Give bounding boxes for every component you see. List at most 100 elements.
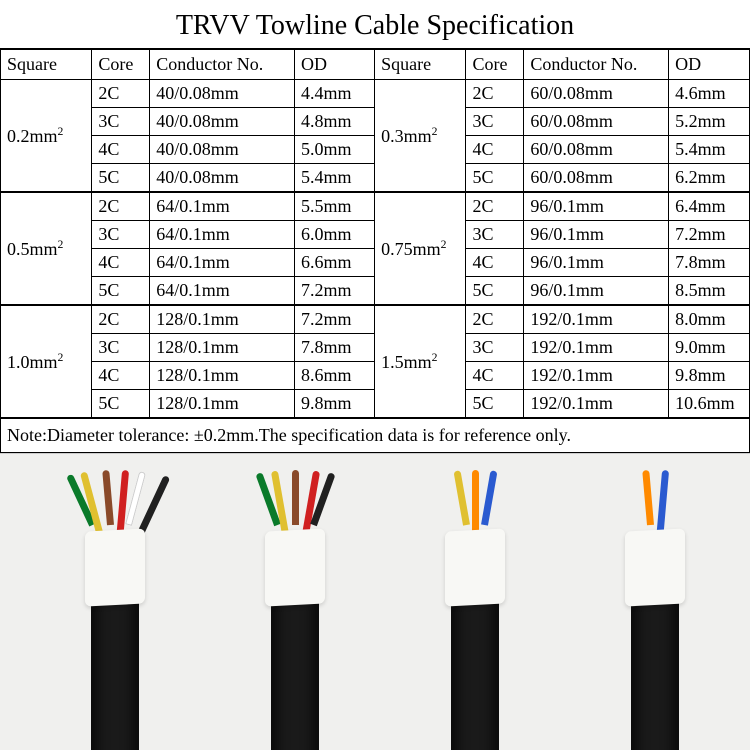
cell-square: 0.5mm2: [1, 192, 92, 305]
cell-cond: 60/0.08mm: [524, 80, 669, 108]
cell-od: 8.5mm: [669, 277, 750, 306]
cell-cond: 192/0.1mm: [524, 305, 669, 334]
header-row: Square Core Conductor No. OD Square Core…: [1, 50, 750, 80]
cell-cond: 96/0.1mm: [524, 249, 669, 277]
cell-core: 5C: [92, 390, 150, 419]
cable-illustration: [430, 470, 520, 750]
cell-od: 6.2mm: [669, 164, 750, 193]
cell-cond: 40/0.08mm: [150, 136, 295, 164]
cell-core: 5C: [466, 277, 524, 306]
cell-core: 5C: [466, 390, 524, 419]
cell-core: 4C: [466, 362, 524, 390]
cell-cond: 40/0.08mm: [150, 108, 295, 136]
spec-table: Square Core Conductor No. OD Square Core…: [0, 49, 750, 453]
cell-od: 4.8mm: [294, 108, 374, 136]
cell-od: 8.0mm: [669, 305, 750, 334]
wire: [453, 470, 469, 525]
cell-od: 7.8mm: [294, 334, 374, 362]
cell-core: 2C: [466, 80, 524, 108]
wire: [642, 470, 654, 525]
cell-core: 2C: [92, 192, 150, 221]
cell-od: 9.8mm: [669, 362, 750, 390]
cell-core: 5C: [466, 164, 524, 193]
cell-cond: 40/0.08mm: [150, 80, 295, 108]
cell-cond: 192/0.1mm: [524, 334, 669, 362]
cell-od: 6.4mm: [669, 192, 750, 221]
th-core-left: Core: [92, 50, 150, 80]
th-od-left: OD: [294, 50, 374, 80]
cable-wrap: [625, 528, 685, 606]
cell-cond: 192/0.1mm: [524, 362, 669, 390]
cell-core: 4C: [92, 249, 150, 277]
cell-cond: 192/0.1mm: [524, 390, 669, 419]
cell-cond: 40/0.08mm: [150, 164, 295, 193]
cell-cond: 96/0.1mm: [524, 221, 669, 249]
cable-illustration: [610, 470, 700, 750]
cell-core: 2C: [466, 192, 524, 221]
cell-core: 3C: [466, 108, 524, 136]
cell-core: 3C: [92, 334, 150, 362]
cell-cond: 64/0.1mm: [150, 192, 295, 221]
note-text: Note:Diameter tolerance: ±0.2mm.The spec…: [1, 418, 750, 453]
cell-od: 9.0mm: [669, 334, 750, 362]
cell-square: 1.0mm2: [1, 305, 92, 418]
cell-core: 5C: [92, 164, 150, 193]
cell-od: 5.4mm: [294, 164, 374, 193]
cell-od: 5.0mm: [294, 136, 374, 164]
cell-cond: 60/0.08mm: [524, 136, 669, 164]
cell-od: 5.4mm: [669, 136, 750, 164]
cable-wrap: [265, 528, 325, 606]
cell-core: 4C: [466, 249, 524, 277]
cell-cond: 60/0.08mm: [524, 108, 669, 136]
cell-od: 5.2mm: [669, 108, 750, 136]
cell-square: 0.2mm2: [1, 80, 92, 193]
cell-cond: 128/0.1mm: [150, 390, 295, 419]
cell-core: 4C: [92, 136, 150, 164]
cell-od: 6.6mm: [294, 249, 374, 277]
cable-wrap: [445, 528, 505, 606]
wire: [481, 470, 497, 525]
cable-illustration: [70, 470, 160, 750]
cell-square: 0.75mm2: [375, 192, 466, 305]
table-row: 0.2mm22C40/0.08mm4.4mm0.3mm22C60/0.08mm4…: [1, 80, 750, 108]
note-row: Note:Diameter tolerance: ±0.2mm.The spec…: [1, 418, 750, 453]
cell-cond: 96/0.1mm: [524, 277, 669, 306]
cell-cond: 64/0.1mm: [150, 221, 295, 249]
cell-od: 4.4mm: [294, 80, 374, 108]
cell-od: 7.2mm: [294, 305, 374, 334]
th-core-right: Core: [466, 50, 524, 80]
cell-core: 3C: [466, 221, 524, 249]
cell-cond: 128/0.1mm: [150, 362, 295, 390]
cable-illustration: [250, 470, 340, 750]
th-square-left: Square: [1, 50, 92, 80]
th-conductor-right: Conductor No.: [524, 50, 669, 80]
th-square-right: Square: [375, 50, 466, 80]
cell-core: 3C: [92, 221, 150, 249]
cell-core: 5C: [92, 277, 150, 306]
cell-core: 2C: [92, 305, 150, 334]
cell-cond: 64/0.1mm: [150, 249, 295, 277]
cell-od: 7.2mm: [669, 221, 750, 249]
cell-od: 5.5mm: [294, 192, 374, 221]
cell-od: 6.0mm: [294, 221, 374, 249]
cell-od: 10.6mm: [669, 390, 750, 419]
cell-core: 3C: [92, 108, 150, 136]
cell-od: 7.2mm: [294, 277, 374, 306]
cell-square: 1.5mm2: [375, 305, 466, 418]
th-conductor-left: Conductor No.: [150, 50, 295, 80]
cell-core: 4C: [466, 136, 524, 164]
cell-cond: 128/0.1mm: [150, 334, 295, 362]
cell-cond: 64/0.1mm: [150, 277, 295, 306]
wire: [102, 470, 114, 525]
table-row: 1.0mm22C128/0.1mm7.2mm1.5mm22C192/0.1mm8…: [1, 305, 750, 334]
cell-core: 2C: [466, 305, 524, 334]
cell-cond: 96/0.1mm: [524, 192, 669, 221]
cell-core: 3C: [466, 334, 524, 362]
cell-core: 2C: [92, 80, 150, 108]
wire: [292, 470, 299, 525]
cell-od: 8.6mm: [294, 362, 374, 390]
cell-cond: 60/0.08mm: [524, 164, 669, 193]
th-od-right: OD: [669, 50, 750, 80]
table-row: 0.5mm22C64/0.1mm5.5mm0.75mm22C96/0.1mm6.…: [1, 192, 750, 221]
cell-od: 9.8mm: [294, 390, 374, 419]
